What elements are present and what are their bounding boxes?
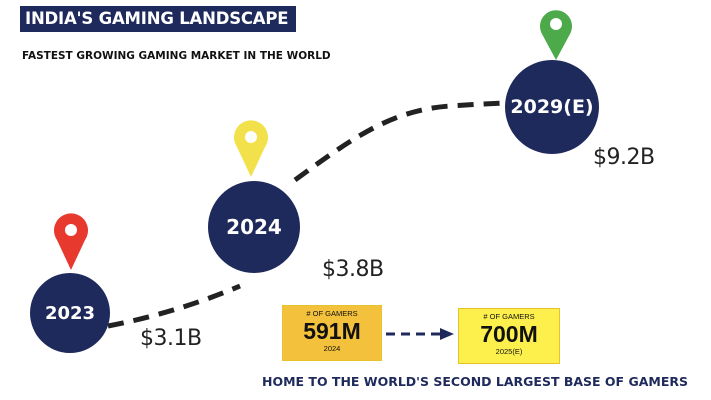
location-pin-red-icon — [54, 213, 88, 270]
milestone-2029-value: $9.2B — [593, 145, 655, 170]
gamers-2024-number: 591M — [303, 318, 361, 344]
location-pin-yellow-icon — [234, 120, 268, 177]
footer-tagline: HOME TO THE WORLD'S SECOND LARGEST BASE … — [262, 374, 688, 389]
page-subtitle: FASTEST GROWING GAMING MARKET IN THE WOR… — [22, 50, 331, 62]
milestone-2023-value: $3.1B — [140, 326, 202, 351]
gamers-2024-box: # OF GAMERS 591M 2024 — [282, 305, 382, 361]
gamers-2025-number: 700M — [480, 321, 538, 347]
gamers-2025-box: # OF GAMERS 700M 2025(E) — [458, 308, 560, 364]
milestone-2029-circle: 2029(E) — [505, 60, 599, 154]
milestone-2024-circle: 2024 — [208, 181, 300, 273]
gamers-2025-label: # OF GAMERS — [483, 312, 535, 321]
gamers-2025-year: 2025(E) — [495, 347, 523, 356]
milestone-2023-circle: 2023 — [30, 273, 110, 353]
location-pin-green-icon — [540, 10, 572, 60]
gamers-2024-label: # OF GAMERS — [306, 309, 358, 318]
gamers-2024-year: 2024 — [323, 344, 341, 353]
page-title: INDIA'S GAMING LANDSCAPE — [20, 6, 296, 32]
dashed-path-segment-2 — [293, 100, 511, 183]
dashed-path-segment-1 — [107, 283, 241, 329]
gamers-arrow-head — [440, 328, 454, 340]
milestone-2024-value: $3.8B — [322, 257, 384, 282]
